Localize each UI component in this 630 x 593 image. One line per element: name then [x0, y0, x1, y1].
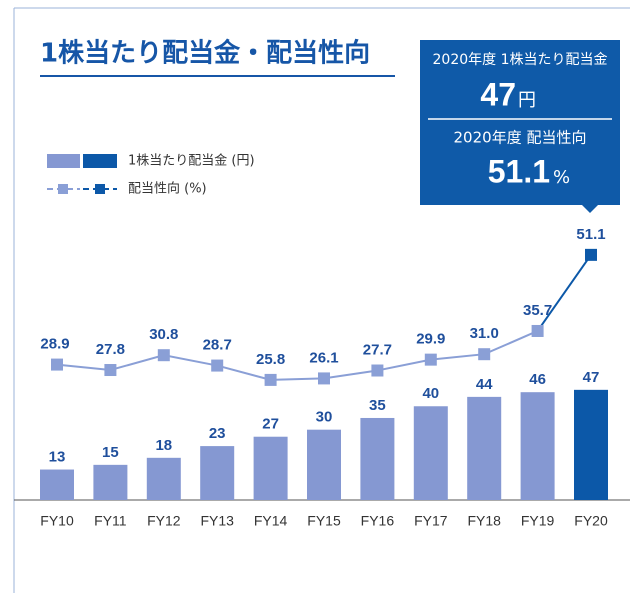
callout-label: 2020年度 配当性向	[454, 129, 587, 147]
line-marker	[157, 349, 170, 362]
x-tick-label: FY17	[414, 513, 448, 529]
data-label: 27	[262, 416, 279, 433]
bar	[467, 396, 502, 500]
data-label: 27.7	[363, 341, 392, 358]
callout-unit: 円	[518, 90, 536, 111]
x-tick-label: FY11	[94, 513, 127, 529]
legend-swatch	[47, 154, 80, 168]
x-tick-label: FY16	[361, 513, 395, 529]
data-label: 28.9	[40, 336, 69, 353]
data-label: 35.7	[523, 302, 552, 319]
data-label: 44	[476, 376, 493, 393]
data-label: 23	[209, 425, 226, 442]
data-label: 30.8	[149, 326, 178, 343]
data-label: 26.1	[309, 349, 338, 366]
bar	[93, 464, 128, 500]
x-tick-label: FY13	[200, 513, 234, 529]
line-marker	[318, 372, 330, 385]
data-label: 29.9	[416, 331, 445, 348]
line	[56, 330, 538, 381]
legend-label: 配当性向 (%)	[128, 181, 207, 197]
line-segment	[536, 254, 592, 332]
bar	[146, 457, 181, 500]
callout-value: 51.1	[488, 153, 550, 189]
data-label: 27.8	[96, 341, 125, 358]
x-tick-label: FY14	[254, 513, 288, 529]
line-marker	[51, 358, 63, 371]
callout-box	[420, 40, 620, 213]
bar	[200, 446, 235, 500]
line-marker	[585, 248, 597, 261]
callout-unit: %	[553, 167, 570, 188]
data-label: 28.7	[203, 337, 232, 354]
data-label: 30	[316, 409, 333, 426]
legend-marker	[95, 184, 105, 194]
x-tick-label: FY19	[521, 513, 555, 529]
x-tick-label: FY20	[574, 513, 608, 529]
data-label: 31.0	[470, 325, 499, 342]
callout-label: 2020年度 1株当たり配当金	[433, 52, 608, 68]
bar	[574, 389, 608, 500]
callout-value: 47	[480, 76, 516, 112]
data-label: 51.1	[576, 226, 605, 243]
bar	[520, 392, 555, 500]
line-marker	[264, 373, 277, 386]
data-label: 47	[583, 369, 600, 386]
x-tick-label: FY10	[40, 513, 74, 529]
x-tick-label: FY12	[147, 513, 181, 529]
data-label: 18	[155, 437, 172, 454]
data-label: 40	[422, 385, 439, 402]
line-marker	[371, 364, 384, 377]
line-marker	[211, 359, 224, 372]
data-label: 13	[49, 449, 66, 466]
data-label: 35	[369, 397, 386, 414]
line-marker	[531, 324, 544, 337]
x-tick-label: FY18	[467, 513, 501, 529]
legend-marker	[58, 184, 68, 194]
legend-swatch	[83, 154, 117, 168]
chart-title: 1株当たり配当金・配当性向	[40, 38, 370, 69]
data-label: 25.8	[256, 351, 285, 368]
bar	[413, 406, 448, 500]
bar	[253, 436, 288, 500]
data-label: 46	[529, 371, 546, 388]
data-label: 15	[102, 444, 119, 461]
bar	[360, 417, 395, 500]
x-tick-label: FY15	[307, 513, 341, 529]
line-marker	[104, 364, 117, 377]
line-marker	[424, 353, 437, 366]
legend-label: 1株当たり配当金 (円)	[128, 153, 255, 169]
bar	[40, 469, 74, 500]
line-marker	[478, 348, 491, 361]
bar	[307, 429, 341, 500]
